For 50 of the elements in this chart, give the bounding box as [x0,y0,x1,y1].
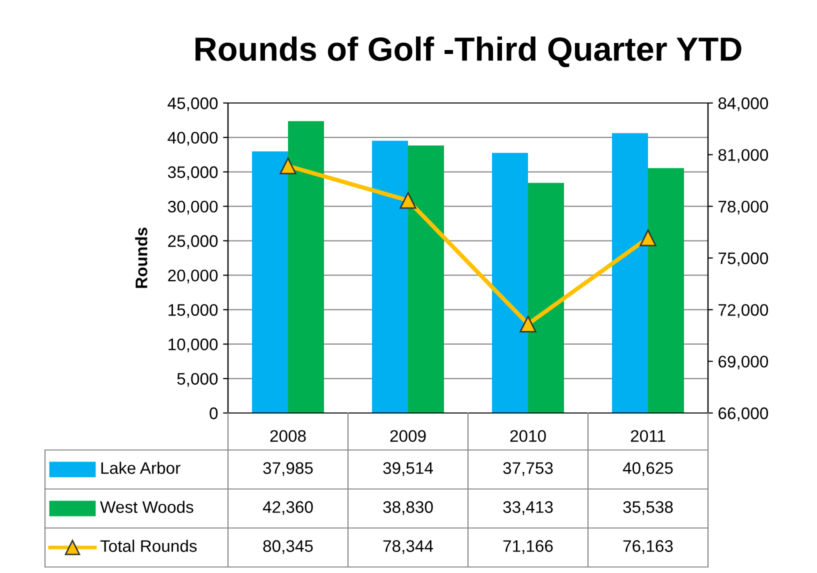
x-tick-label: 2011 [630,430,666,442]
y-tick-label: 0 [210,407,218,420]
y-tick-label: 45,000 [168,97,218,112]
bar [408,146,444,413]
data-label: 38,830 [383,501,433,515]
legend-label: West Woods [100,500,194,513]
y2-tick-label: 81,000 [718,149,768,163]
bar [648,168,684,413]
y2-tick-label: 78,000 [718,200,768,215]
y-tick-label: 10,000 [168,338,218,352]
point [400,192,416,209]
legend-label: Lake Arbor [101,462,180,474]
data-label: 40,625 [622,462,673,476]
y2-tick-label: 75,000 [718,252,768,266]
bar [288,121,324,413]
data-label: 80,345 [263,540,313,554]
y2-tick-label: 84,000 [718,97,768,112]
bar [372,140,408,413]
x-tick-label: 2009 [390,430,426,442]
bar [492,152,528,413]
data-label: 37,753 [503,462,553,476]
data-label: 78,344 [383,540,434,554]
x-tick-label: 2008 [270,430,306,442]
y-tick-label: 20,000 [168,270,218,284]
data-label: 71,166 [503,540,553,554]
x-tick-label: 2010 [510,430,546,442]
legend-label: Total Rounds [100,540,197,552]
y-tick-label: 25,000 [168,235,218,249]
bar [612,133,648,413]
data-label: 42,360 [262,501,313,515]
y2-tick-label: 72,000 [718,304,768,318]
bar [528,182,564,413]
y-tick-label: 15,000 [168,304,218,318]
point [640,230,656,246]
point [280,158,296,174]
data-label: 33,413 [503,501,553,515]
data-label: 37,985 [263,462,313,476]
y-axis-title: Rounds [135,228,148,288]
y-tick-label: 35,000 [168,166,218,180]
y2-tick-label: 66,000 [718,407,768,422]
data-label: 35,538 [623,501,673,515]
y-tick-label: 5,000 [177,372,218,387]
data-label: 76,163 [623,540,673,554]
y-tick-label: 30,000 [168,200,218,215]
y-tick-label: 40,000 [168,132,218,146]
y2-tick-label: 69,000 [718,356,768,370]
data-label: 39,514 [383,462,434,476]
chart-title: Rounds of Golf -Third Quarter YTD [196,36,742,68]
point [520,316,536,332]
bar [252,151,288,413]
